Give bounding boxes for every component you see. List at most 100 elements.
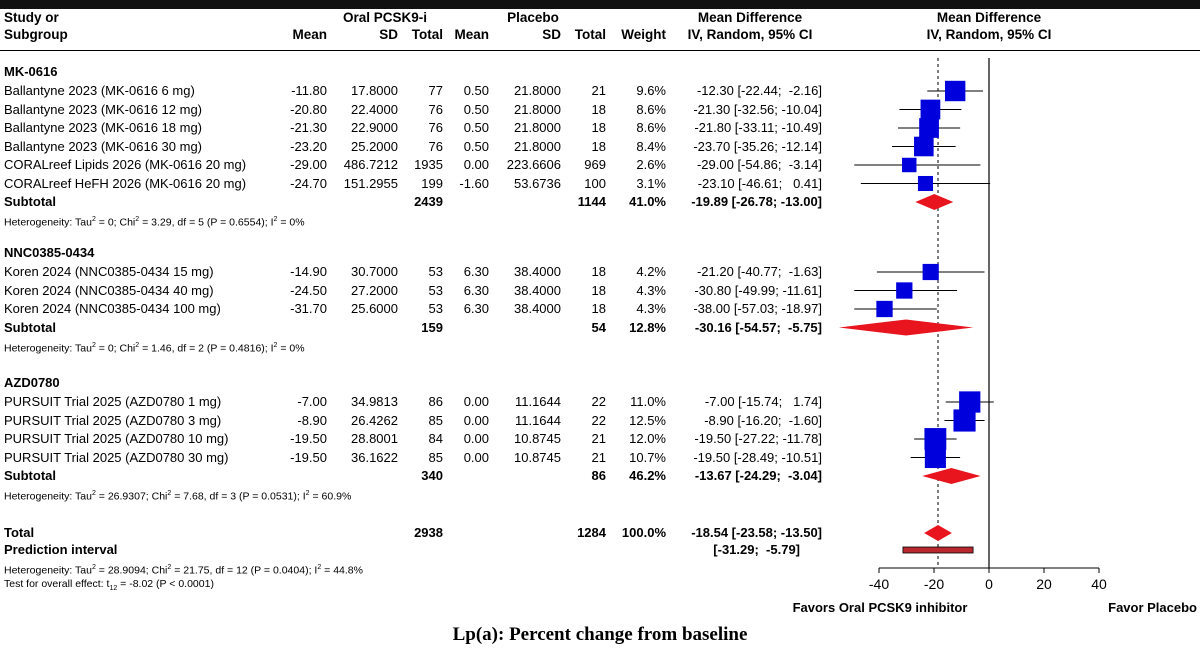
total-label: Total (4, 525, 35, 540)
heterogeneity-text: = 7.68, df = 3 (P = 0.0531); I (171, 490, 306, 503)
pooled-diamond (924, 525, 952, 541)
heterogeneity-text: = 3.29, df = 5 (P = 0.6554); I (139, 216, 274, 229)
superscript: 2 (91, 564, 96, 571)
subtotal-ci: -13.67 [-24.29; -3.04] (694, 468, 822, 483)
study-name: Ballantyne 2023 (MK-0616 30 mg) (4, 138, 203, 154)
test-text: Test for overall effect: t (4, 578, 110, 590)
total-oral: 86 (428, 394, 443, 409)
study-name: Koren 2024 (NNC0385-0434 15 mg) (4, 264, 214, 279)
study-marker (896, 282, 913, 299)
sd-oral: 17.8000 (351, 83, 398, 98)
superscript: 2 (273, 216, 278, 223)
subgroup-title: MK-0616 (4, 64, 58, 79)
sd-oral: 22.4000 (351, 101, 398, 117)
sd-placebo: 10.8745 (514, 449, 561, 465)
superscript: 2 (91, 216, 96, 223)
mean-difference-ci: -19.50 [-28.49; -10.51] (693, 449, 822, 465)
sd-placebo: 38.4000 (514, 301, 561, 316)
heterogeneity-line: Heterogeneity: Tau2 = 26.9307; Chi2 = 7.… (4, 486, 351, 505)
total-placebo: 100 (584, 175, 606, 191)
header-method: IV, Random, 95% CI (687, 27, 813, 42)
mean-oral: -8.90 (297, 412, 327, 428)
sd-oral: 34.9813 (351, 394, 398, 409)
prediction-interval-label: Prediction interval (4, 542, 118, 557)
study-name: PURSUIT Trial 2025 (AZD0780 30 mg) (4, 449, 229, 465)
heterogeneity-text: = 0; Chi (95, 216, 136, 229)
study-marker (959, 391, 981, 413)
mean-difference-ci: -21.80 [-33.11; -10.49] (694, 120, 822, 135)
mean-difference-ci: -29.00 [-54.86; -3.14] (696, 157, 822, 172)
subgroup-title: AZD0780 (4, 375, 60, 390)
superscript: 2 (317, 564, 322, 571)
header-plot-title: Mean Difference (936, 10, 1042, 25)
sd-placebo: 223.6606 (506, 157, 561, 172)
mean-oral: -24.70 (290, 175, 327, 191)
total-oral: 85 (428, 412, 443, 428)
mean-oral: -14.90 (290, 264, 327, 279)
subtotal-label: Subtotal (4, 319, 56, 335)
total-ci: -18.54 [-23.58; -13.50] (691, 525, 822, 540)
subtotal-placebo: 1144 (577, 194, 606, 209)
total-placebo: 18 (591, 282, 606, 298)
heterogeneity-text: = 28.9094; Chi (95, 564, 168, 577)
pooled-diamond (838, 319, 974, 336)
sd-oral: 151.2955 (343, 175, 398, 191)
sd-placebo: 10.8745 (514, 431, 561, 446)
heterogeneity-text: Heterogeneity: Tau (4, 216, 92, 229)
subtotal-weight: 41.0% (629, 194, 666, 209)
total-oral: 84 (428, 431, 443, 446)
sd-placebo: 38.4000 (514, 282, 561, 298)
x-tick-label: -40 (869, 576, 889, 592)
weight: 9.6% (636, 83, 666, 98)
study-marker (944, 80, 966, 102)
total-placebo: 21 (591, 83, 606, 98)
mean-difference-ci: -8.90 [-16.20; -1.60] (704, 412, 822, 428)
sd-oral: 25.2000 (351, 138, 398, 154)
mean-oral: -29.00 (290, 157, 327, 172)
study-name: PURSUIT Trial 2025 (AZD0780 1 mg) (4, 394, 222, 409)
mean-oral: -19.50 (290, 431, 327, 446)
subtotal-ci: -19.89 [-26.78; -13.00] (691, 194, 822, 209)
sd-placebo: 38.4000 (514, 264, 561, 279)
heterogeneity-text: Heterogeneity: Tau (4, 564, 92, 577)
weight: 12.0% (629, 431, 666, 446)
subtotal-label: Subtotal (4, 468, 56, 483)
mean-difference-ci: -38.00 [-57.03; -18.97] (693, 301, 822, 316)
header-mean-placebo: Mean (454, 27, 489, 42)
sd-placebo: 21.8000 (514, 120, 561, 135)
total-placebo: 18 (591, 301, 606, 316)
mean-placebo: 0.00 (463, 431, 489, 446)
mean-oral: -24.50 (290, 282, 327, 298)
heterogeneity-text: = 60.9% (309, 490, 352, 503)
prediction-interval-bar (902, 546, 974, 554)
study-marker (876, 300, 893, 318)
sd-oral: 36.1622 (351, 449, 398, 465)
total-oral: 85 (428, 449, 443, 465)
superscript: 2 (91, 341, 96, 349)
header-plot-method: IV, Random, 95% CI (926, 27, 1052, 42)
pooled-diamond (915, 194, 954, 210)
study-marker (902, 157, 917, 173)
total-oral: 53 (428, 264, 443, 279)
mean-oral: -7.00 (297, 394, 327, 409)
sd-oral: 25.6000 (351, 301, 398, 316)
subtotal-label: Subtotal (4, 194, 56, 209)
header-separator (0, 50, 1200, 51)
study-marker (919, 118, 939, 138)
heterogeneity-line: Heterogeneity: Tau2 = 0; Chi2 = 1.46, df… (4, 338, 305, 357)
study-marker (920, 99, 941, 120)
study-name: CORALreef HeFH 2026 (MK-0616 20 mg) (4, 175, 247, 191)
figure-caption: Lp(a): Percent change from baseline (452, 624, 748, 645)
study-name: CORALreef Lipids 2026 (MK-0616 20 mg) (4, 157, 247, 172)
weight: 4.3% (636, 301, 666, 316)
sd-placebo: 21.8000 (514, 138, 561, 154)
superscript: 2 (91, 490, 96, 497)
weight: 10.7% (629, 449, 666, 465)
mean-placebo: 0.00 (463, 394, 489, 409)
mean-placebo: 0.50 (463, 101, 489, 117)
mean-difference-ci: -21.20 [-40.77; -1.63] (696, 264, 822, 279)
heterogeneity-text: = 26.9307; Chi (95, 490, 168, 503)
favors-left-label: Favors Oral PCSK9 inhibitor (793, 600, 968, 615)
mean-placebo: -1.60 (459, 175, 489, 191)
mean-placebo: 0.50 (463, 138, 489, 154)
